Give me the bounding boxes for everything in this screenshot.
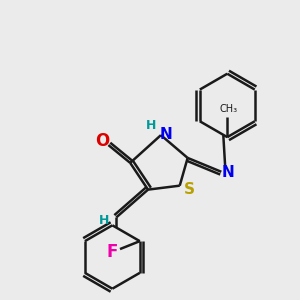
Text: N: N [160,127,172,142]
Text: H: H [99,214,110,227]
Text: O: O [95,132,110,150]
Text: F: F [106,243,118,261]
Text: H: H [146,119,156,132]
Text: S: S [184,182,195,197]
Text: CH₃: CH₃ [219,104,237,114]
Text: N: N [222,165,235,180]
